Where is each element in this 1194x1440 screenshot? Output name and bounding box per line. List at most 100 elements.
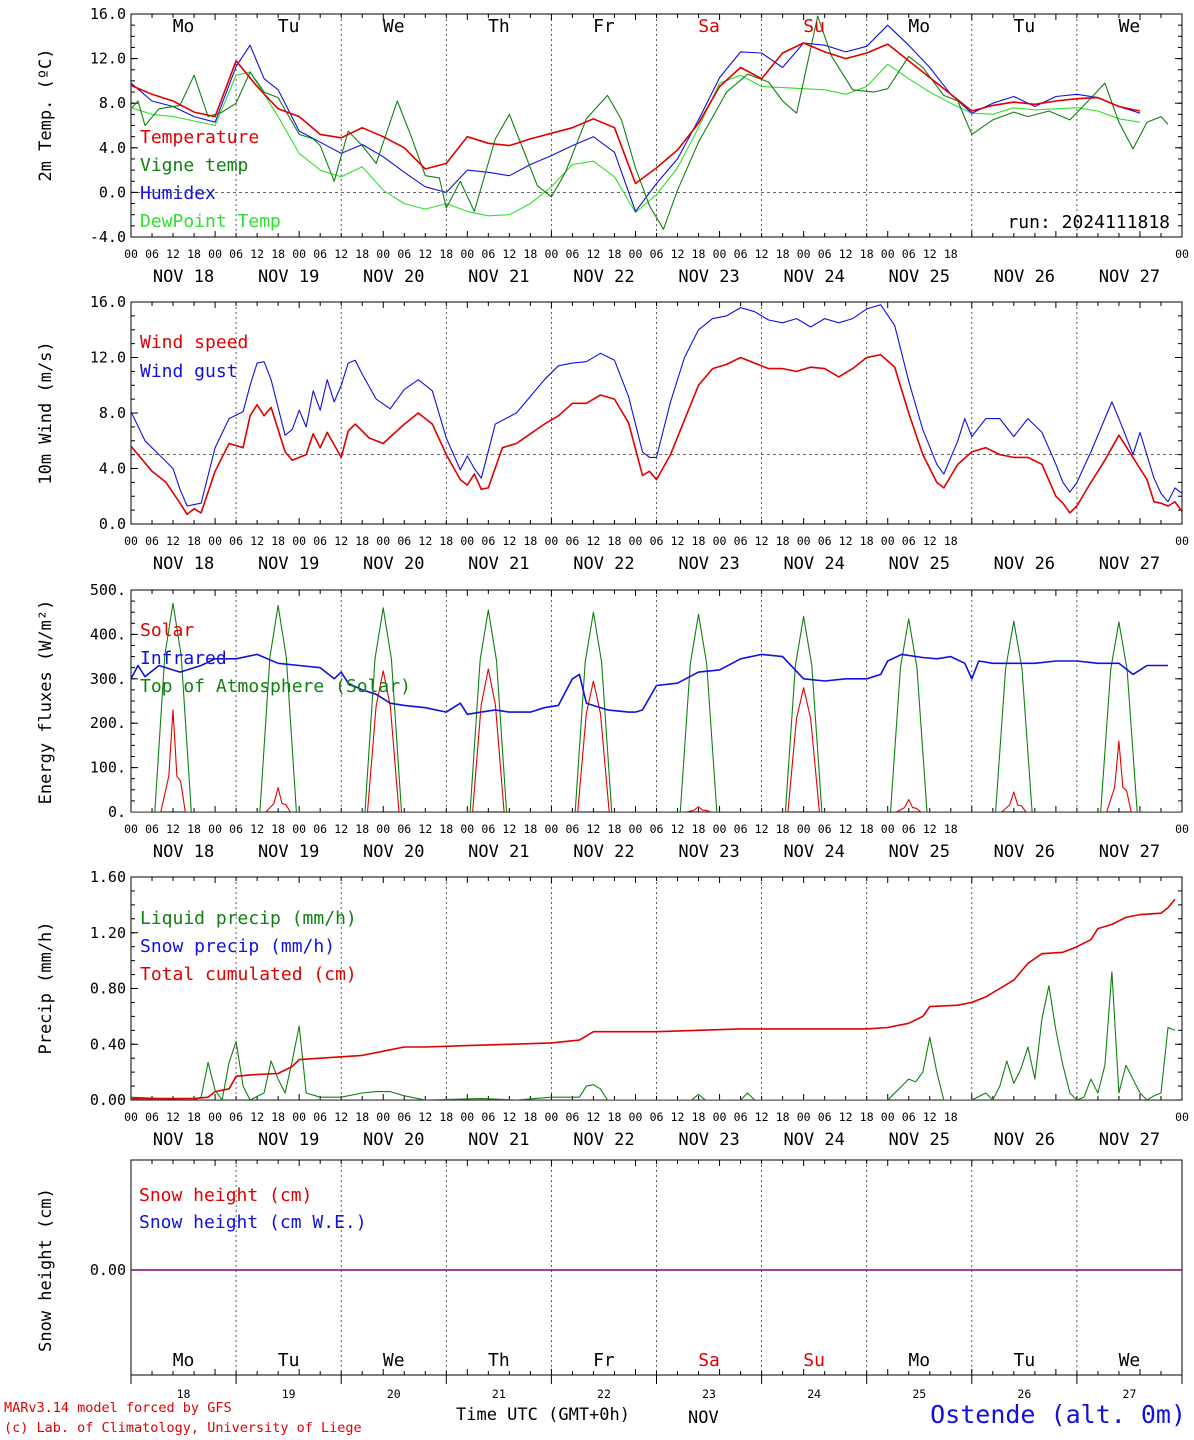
hour-label: 00: [544, 1110, 558, 1124]
hour-label: 00: [376, 822, 390, 836]
hour-label: 12: [418, 822, 432, 836]
hour-label: 00: [460, 822, 474, 836]
hour-label: 06: [734, 247, 748, 261]
date-label: NOV 27: [1099, 267, 1160, 287]
y-axis-label: Precip (mm/h): [36, 921, 56, 1054]
hour-label: 12: [250, 534, 264, 548]
hour-label: 18: [860, 247, 874, 261]
date-label: NOV 23: [678, 267, 739, 287]
hour-label: 00: [124, 822, 138, 836]
hour-label: 12: [334, 822, 348, 836]
hour-label: 12: [334, 534, 348, 548]
date-label: NOV 23: [678, 842, 739, 862]
weekday-label: Fr: [593, 16, 615, 37]
hour-label: 00: [881, 247, 895, 261]
hour-label: 12: [839, 822, 853, 836]
hour-label: 00: [797, 534, 811, 548]
x-axis-title: Time UTC (GMT+0h): [456, 1405, 630, 1425]
hour-label: 12: [334, 247, 348, 261]
hour-label: 06: [650, 534, 664, 548]
hour-label: 06: [650, 247, 664, 261]
hour-label: 00: [797, 822, 811, 836]
y-axis-label: 10m Wind (m/s): [36, 341, 56, 484]
hour-label: 18: [187, 534, 201, 548]
hour-label: 18: [692, 822, 706, 836]
hour-label: 00: [544, 247, 558, 261]
y-tick-label: 0.00: [90, 1261, 126, 1279]
hour-label: 06: [313, 247, 327, 261]
hour-label: 00: [292, 534, 306, 548]
hour-label: 06: [650, 822, 664, 836]
hour-label: 12: [839, 1110, 853, 1124]
hour-label: 18: [860, 534, 874, 548]
hour-label: 06: [229, 534, 243, 548]
date-label: NOV 26: [994, 842, 1055, 862]
date-label: NOV 25: [889, 1130, 950, 1150]
hour-label: 18: [271, 534, 285, 548]
hour-label: 06: [902, 822, 916, 836]
weekday-label: Th: [488, 16, 510, 37]
hour-label: 12: [755, 534, 769, 548]
date-label: NOV 22: [573, 842, 634, 862]
date-label: NOV 23: [678, 554, 739, 574]
hour-label: 00: [208, 822, 222, 836]
y-tick-label: 0.0: [99, 515, 126, 533]
series-line: [131, 24, 1141, 212]
weekday-label: Tu: [1014, 16, 1036, 37]
day-number-label: 26: [1017, 1387, 1031, 1401]
hour-label: 00: [208, 534, 222, 548]
hour-label: 06: [734, 1110, 748, 1124]
hour-label: 18: [187, 822, 201, 836]
hour-label: 12: [671, 534, 685, 548]
weekday-label: Mo: [908, 16, 930, 37]
y-tick-label: 12.0: [90, 349, 126, 367]
hour-label: 12: [502, 822, 516, 836]
hour-label: 06: [481, 247, 495, 261]
y-tick-label: 0.: [108, 803, 126, 821]
y-axis-label: 2m Temp. (ºC): [36, 48, 56, 181]
hour-label: 06: [145, 1110, 159, 1124]
hour-label: 06: [818, 822, 832, 836]
hour-label: 12: [250, 822, 264, 836]
hour-label: 12: [839, 534, 853, 548]
series-line: [131, 602, 1182, 812]
hour-label: 18: [608, 1110, 622, 1124]
hour-label: 06: [902, 1110, 916, 1124]
hour-label: 12: [502, 534, 516, 548]
hour-label: 00: [292, 247, 306, 261]
hour-label: 12: [671, 1110, 685, 1124]
day-number-label: 25: [912, 1387, 926, 1401]
date-label: NOV 20: [363, 267, 424, 287]
hour-label: 00: [460, 534, 474, 548]
hour-label: 12: [587, 822, 601, 836]
hour-label: 18: [439, 1110, 453, 1124]
series-line: [131, 304, 1182, 507]
weekday-label: We: [383, 1350, 405, 1371]
hour-label: 00: [1175, 822, 1189, 836]
weekday-label: Su: [803, 16, 825, 37]
date-label: NOV 27: [1099, 554, 1160, 574]
y-tick-label: 1.20: [90, 924, 126, 942]
hour-label: 18: [860, 1110, 874, 1124]
hour-label: 18: [439, 822, 453, 836]
hour-label: 00: [713, 1110, 727, 1124]
date-label: NOV 18: [153, 554, 214, 574]
hour-label: 18: [776, 822, 790, 836]
hour-label: 12: [334, 1110, 348, 1124]
panel-4: [130, 876, 1183, 1101]
hour-label: 18: [776, 247, 790, 261]
date-label: NOV 20: [363, 1130, 424, 1150]
hour-label: 06: [313, 1110, 327, 1124]
hour-label: 06: [902, 247, 916, 261]
hour-label: 12: [166, 1110, 180, 1124]
hour-label: 00: [713, 534, 727, 548]
hour-label: 00: [292, 822, 306, 836]
legend-entry: Wind gust: [140, 361, 238, 382]
legend-entry: Top of Atmosphere (Solar): [140, 676, 411, 697]
hour-label: 18: [523, 822, 537, 836]
hour-label: 00: [797, 247, 811, 261]
hour-label: 12: [250, 1110, 264, 1124]
hour-label: 18: [776, 1110, 790, 1124]
hour-label: 18: [187, 1110, 201, 1124]
weekday-label: Mo: [173, 16, 195, 37]
